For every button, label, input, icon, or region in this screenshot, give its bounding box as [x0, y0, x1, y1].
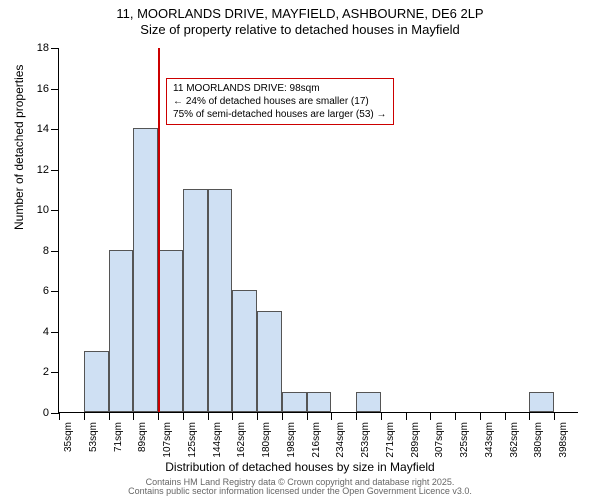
- y-tick-label: 8: [43, 245, 59, 257]
- histogram-bar: [282, 392, 307, 412]
- annotation-box: 11 MOORLANDS DRIVE: 98sqm← 24% of detach…: [166, 78, 393, 125]
- x-tick-label: 380sqm: [533, 422, 544, 458]
- x-tick-label: 343sqm: [484, 422, 495, 458]
- histogram-bar: [109, 250, 134, 412]
- y-tick-label: 6: [43, 285, 59, 297]
- x-tick-label: 253sqm: [360, 422, 371, 458]
- x-tick-label: 289sqm: [410, 422, 421, 458]
- x-tick-label: 398sqm: [558, 422, 569, 458]
- x-tick: [59, 412, 60, 420]
- y-tick-label: 12: [37, 164, 59, 176]
- x-tick: [529, 412, 530, 420]
- x-tick: [331, 412, 332, 420]
- x-tick: [84, 412, 85, 420]
- x-tick: [480, 412, 481, 420]
- attribution-footer: Contains HM Land Registry data © Crown c…: [0, 478, 600, 497]
- x-tick-label: 71sqm: [113, 422, 124, 452]
- x-tick-label: 107sqm: [162, 422, 173, 458]
- x-tick-label: 234sqm: [335, 422, 346, 458]
- y-tick-label: 2: [43, 366, 59, 378]
- histogram-bar: [84, 351, 109, 412]
- y-tick-label: 10: [37, 204, 59, 216]
- page-title-line2: Size of property relative to detached ho…: [0, 22, 600, 38]
- x-tick: [406, 412, 407, 420]
- histogram-chart: 02468101214161835sqm53sqm71sqm89sqm107sq…: [58, 48, 578, 413]
- x-tick: [455, 412, 456, 420]
- histogram-bar: [133, 128, 158, 412]
- plot-area: 02468101214161835sqm53sqm71sqm89sqm107sq…: [58, 48, 578, 413]
- x-tick: [307, 412, 308, 420]
- x-tick: [232, 412, 233, 420]
- histogram-bar: [307, 392, 332, 412]
- histogram-bar: [232, 290, 257, 412]
- x-tick: [183, 412, 184, 420]
- x-tick-label: 162sqm: [236, 422, 247, 458]
- x-tick: [282, 412, 283, 420]
- x-tick-label: 35sqm: [63, 422, 74, 452]
- x-tick: [356, 412, 357, 420]
- annotation-line3: 75% of semi-detached houses are larger (…: [173, 108, 386, 121]
- histogram-bar: [356, 392, 381, 412]
- histogram-bar: [529, 392, 554, 412]
- y-tick-label: 18: [37, 42, 59, 54]
- x-tick-label: 325sqm: [459, 422, 470, 458]
- histogram-bar: [257, 311, 282, 412]
- x-tick-label: 362sqm: [509, 422, 520, 458]
- x-tick-label: 271sqm: [385, 422, 396, 458]
- y-tick-label: 0: [43, 407, 59, 419]
- x-tick: [158, 412, 159, 420]
- x-tick: [430, 412, 431, 420]
- x-tick-label: 53sqm: [88, 422, 99, 452]
- x-tick-label: 125sqm: [187, 422, 198, 458]
- histogram-bar: [158, 250, 183, 412]
- histogram-bar: [183, 189, 208, 412]
- annotation-line2: ← 24% of detached houses are smaller (17…: [173, 95, 386, 108]
- y-tick-label: 4: [43, 326, 59, 338]
- x-tick-label: 180sqm: [261, 422, 272, 458]
- x-tick: [133, 412, 134, 420]
- y-tick-label: 16: [37, 83, 59, 95]
- footer-line2: Contains public sector information licen…: [128, 486, 472, 496]
- x-axis-label: Distribution of detached houses by size …: [0, 460, 600, 474]
- y-axis-label: Number of detached properties: [12, 65, 26, 230]
- page-title-line1: 11, MOORLANDS DRIVE, MAYFIELD, ASHBOURNE…: [0, 6, 600, 22]
- x-tick-label: 216sqm: [311, 422, 322, 458]
- x-tick: [505, 412, 506, 420]
- x-tick-label: 198sqm: [286, 422, 297, 458]
- reference-line: [158, 48, 160, 412]
- x-tick-label: 307sqm: [434, 422, 445, 458]
- x-tick: [208, 412, 209, 420]
- x-tick: [554, 412, 555, 420]
- x-tick-label: 89sqm: [137, 422, 148, 452]
- x-tick: [257, 412, 258, 420]
- annotation-line1: 11 MOORLANDS DRIVE: 98sqm: [173, 82, 386, 95]
- histogram-bar: [208, 189, 233, 412]
- y-tick-label: 14: [37, 123, 59, 135]
- x-tick: [381, 412, 382, 420]
- x-tick: [109, 412, 110, 420]
- x-tick-label: 144sqm: [212, 422, 223, 458]
